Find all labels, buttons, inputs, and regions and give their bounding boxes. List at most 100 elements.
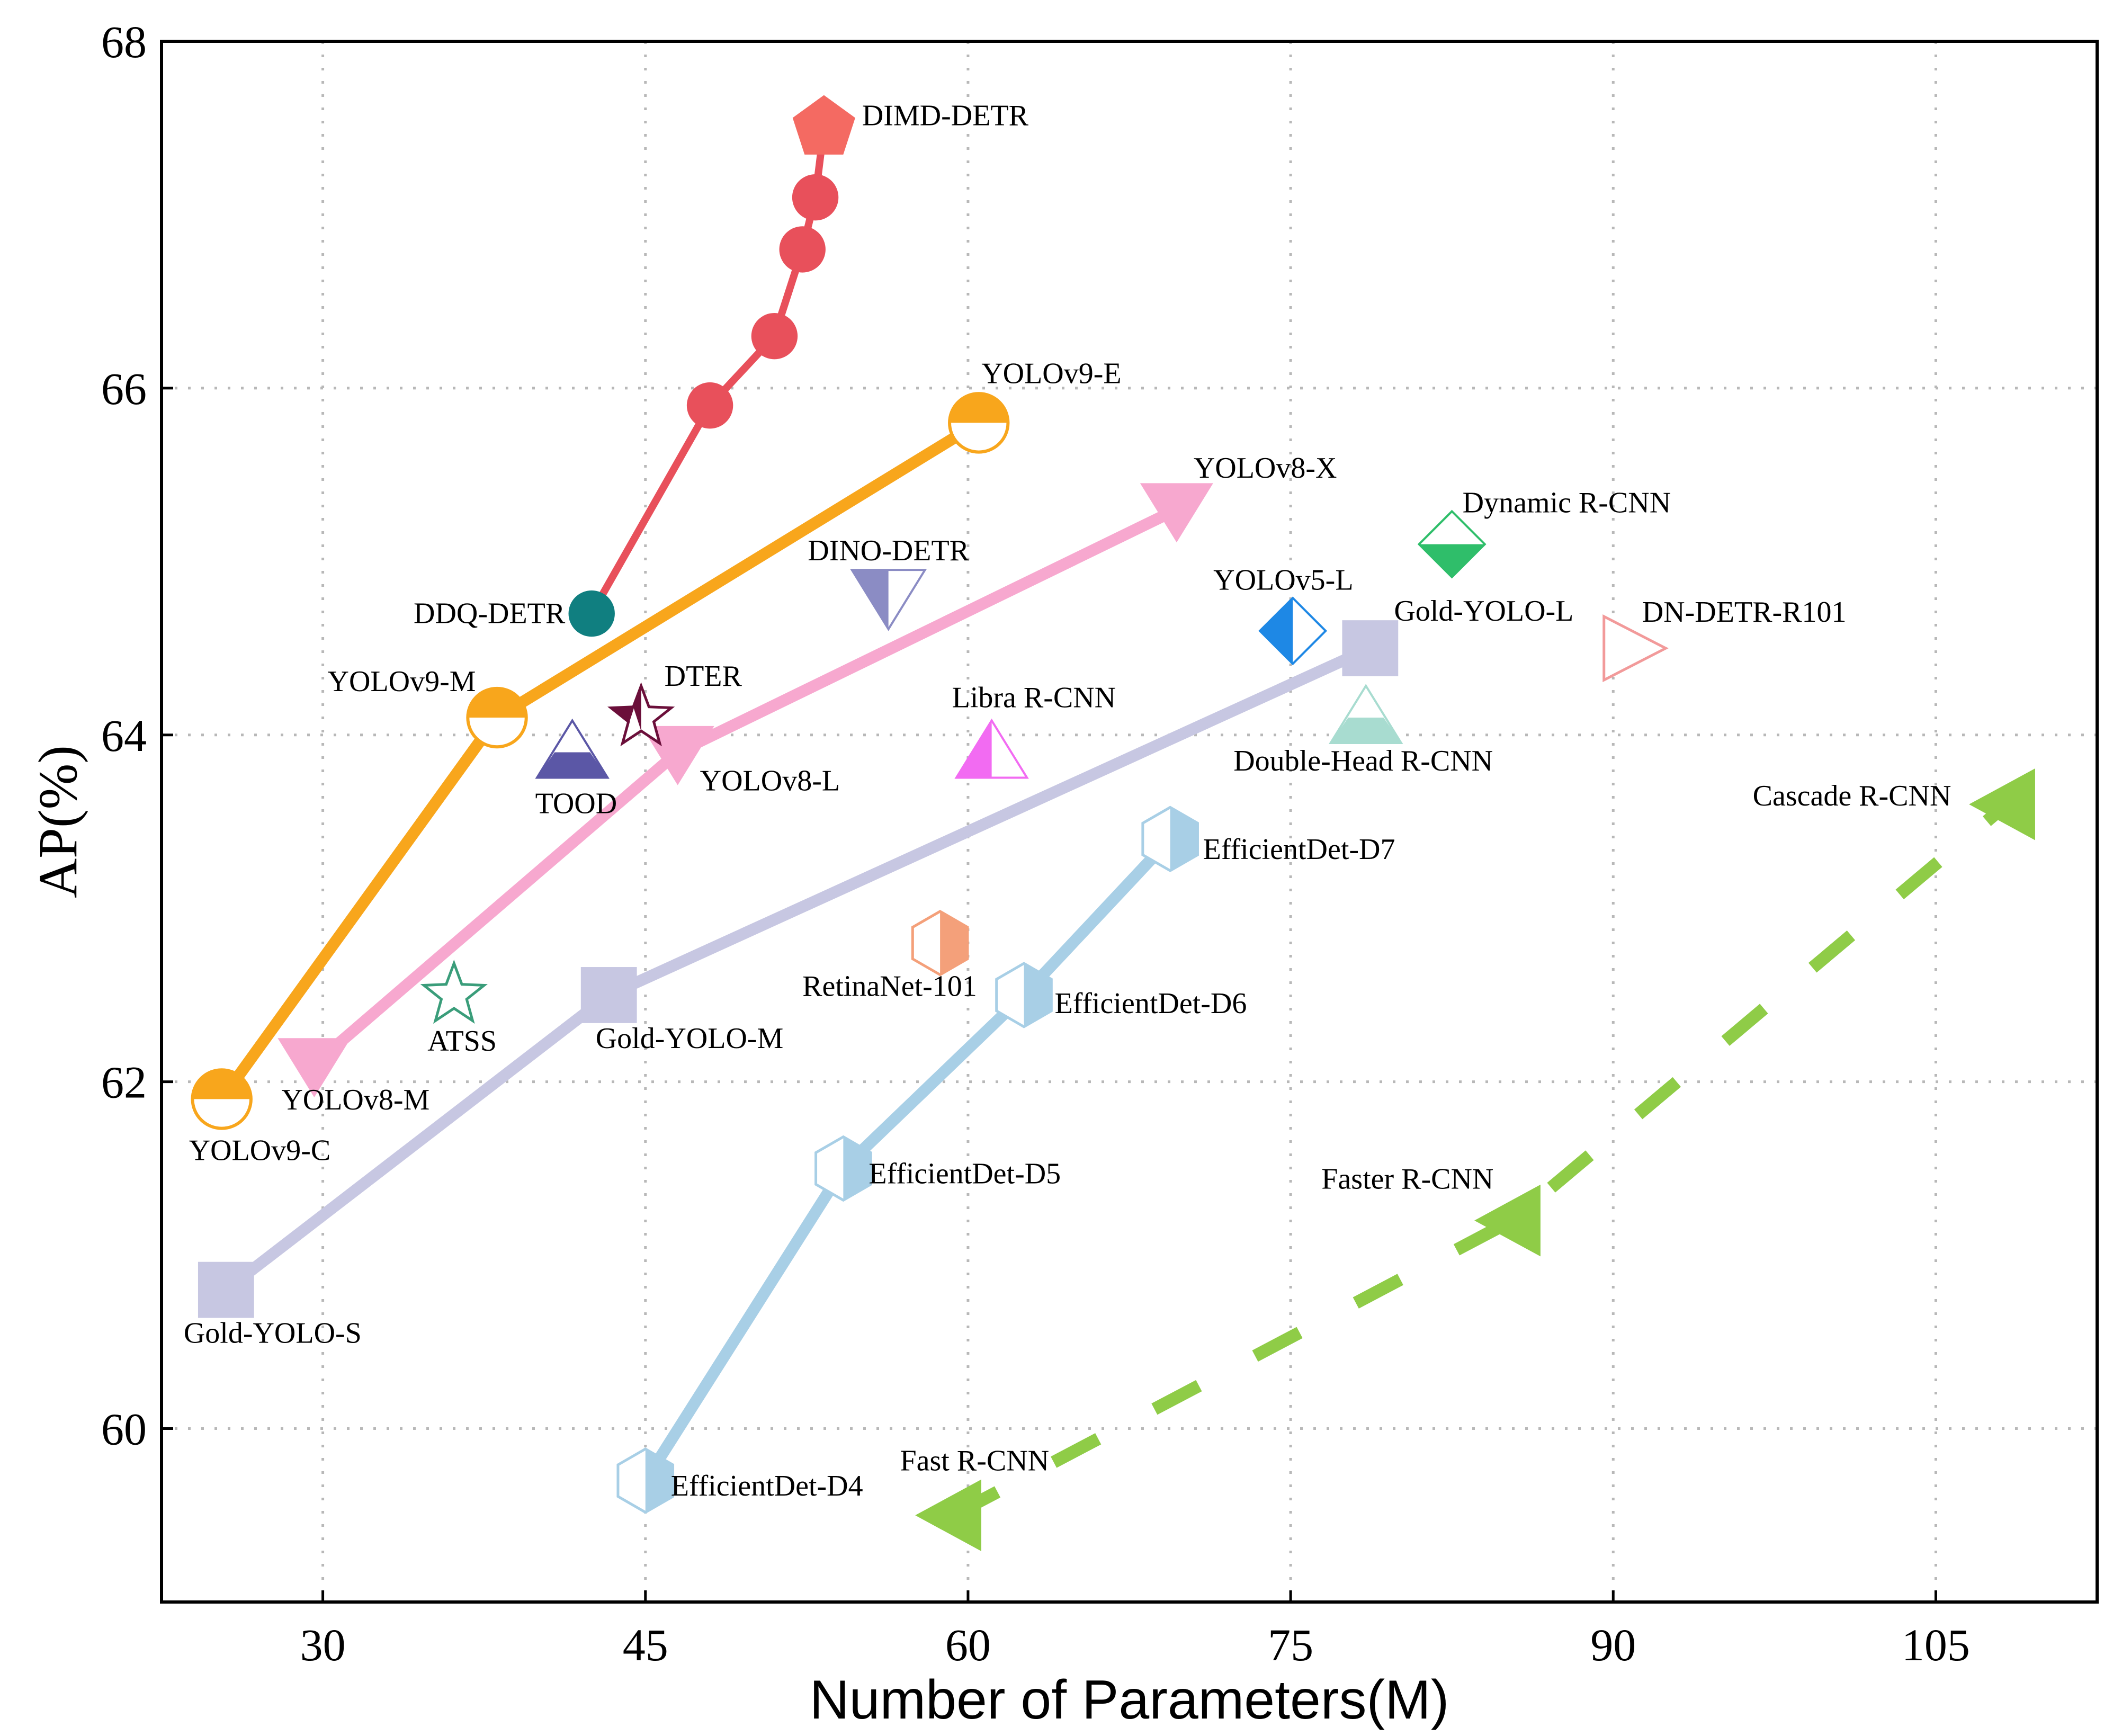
- data-point: [1258, 596, 1328, 666]
- data-point: [198, 1261, 254, 1318]
- point-label: Fast R-CNN: [900, 1444, 1049, 1477]
- marker-shape: [915, 1479, 981, 1551]
- x-axis-title: Number of Parameters(M): [810, 1669, 1449, 1731]
- marker-shape: [779, 226, 826, 273]
- series-line: [950, 799, 2011, 1521]
- point-label: ATSS: [427, 1025, 497, 1058]
- marker-shape: [1474, 1184, 1541, 1257]
- data-point: [995, 962, 1053, 1028]
- data-markers: [191, 95, 2035, 1551]
- data-point: [277, 1038, 351, 1098]
- point-label: Double-Head R-CNN: [1233, 745, 1493, 777]
- point-label: YOLOv8-M: [281, 1084, 429, 1116]
- marker-shape: [198, 1261, 254, 1318]
- y-tick-label: 68: [101, 16, 147, 67]
- data-point: [607, 682, 675, 747]
- data-point: [1328, 684, 1403, 745]
- point-label: DINO-DETR: [808, 534, 969, 567]
- data-point: [191, 1068, 253, 1130]
- marker-half: [536, 752, 608, 778]
- series-line: [220, 642, 1376, 1296]
- marker-shape: [420, 960, 488, 1024]
- point-label: DN-DETR-R101: [1642, 596, 1847, 629]
- data-point: [420, 960, 488, 1024]
- data-point: [466, 686, 528, 749]
- point-labels: DDQ-DETR DIMD-DETR YOLOv9-C YOLOv9-M YOLOv9-…: [184, 100, 1951, 1502]
- marker-half: [940, 911, 968, 975]
- point-label: YOLOv9-E: [981, 357, 1121, 390]
- data-point: [850, 569, 927, 631]
- x-tick-label: 90: [1590, 1619, 1636, 1670]
- point-label: YOLOv9-M: [328, 665, 476, 698]
- series-line: [639, 833, 1176, 1487]
- data-point: [1417, 509, 1487, 579]
- point-label: TOOD: [535, 788, 617, 820]
- point-label: YOLOv9-C: [189, 1134, 331, 1167]
- marker-half: [843, 1137, 871, 1201]
- data-point: [911, 910, 969, 977]
- data-point: [1969, 768, 2035, 840]
- data-point: [779, 226, 826, 273]
- data-point: [1141, 806, 1199, 872]
- x-tick-label: 45: [623, 1619, 668, 1670]
- data-point: [616, 1447, 675, 1514]
- data-point: [948, 392, 1010, 454]
- y-axis-title: AP(%): [28, 745, 88, 898]
- data-point: [915, 1479, 981, 1551]
- point-label: YOLOv5-L: [1213, 563, 1353, 596]
- marker-shape: [1140, 483, 1213, 543]
- marker-half: [950, 393, 1008, 423]
- x-tick-label: 60: [945, 1619, 991, 1670]
- point-label: Gold-YOLO-L: [1394, 595, 1573, 628]
- marker-half: [468, 688, 526, 718]
- data-point: [1602, 614, 1669, 683]
- y-tick-label: 64: [101, 710, 147, 761]
- y-tick-label: 60: [101, 1404, 147, 1455]
- data-point: [1342, 620, 1399, 676]
- data-point: [535, 718, 610, 779]
- point-label: YOLOv8-L: [700, 765, 840, 798]
- x-tick-label: 105: [1902, 1619, 1970, 1670]
- point-label: EfficientDet-D7: [1203, 833, 1395, 866]
- data-point: [792, 174, 839, 221]
- data-point: [568, 590, 615, 637]
- marker-shape: [751, 312, 798, 360]
- marker-half: [611, 686, 641, 744]
- point-label: Libra R-CNN: [952, 682, 1116, 714]
- marker-shape: [277, 1038, 351, 1098]
- marker-shape: [568, 590, 615, 637]
- y-tick-label: 66: [101, 363, 147, 414]
- marker-shape: [686, 382, 733, 429]
- data-point: [580, 967, 637, 1023]
- point-label: Cascade R-CNN: [1753, 780, 1951, 812]
- series-lines: [216, 124, 2011, 1521]
- data-point: [814, 1135, 872, 1202]
- marker-shape: [580, 967, 637, 1023]
- data-point: [751, 312, 798, 360]
- plot-frame: [160, 40, 2099, 1604]
- axis-ticks: 30 45 60 75 90 105 60 62 64 66 68: [101, 16, 1970, 1670]
- point-label: Faster R-CNN: [1321, 1163, 1493, 1196]
- marker-half: [1260, 598, 1293, 664]
- marker-half: [1419, 544, 1485, 577]
- marker-shape: [1602, 614, 1669, 683]
- marker-shape: [792, 174, 839, 221]
- marker-shape: [792, 95, 855, 155]
- marker-half: [1024, 963, 1052, 1027]
- point-label: DIMD-DETR: [862, 100, 1029, 132]
- data-point: [1140, 483, 1213, 543]
- point-label: RetinaNet-101: [802, 970, 977, 1003]
- point-label: YOLOv8-X: [1194, 452, 1337, 485]
- marker-half: [645, 1448, 673, 1513]
- marker-shape: [1969, 768, 2035, 840]
- y-tick-label: 62: [101, 1057, 147, 1108]
- marker-shape: [1342, 620, 1399, 676]
- marker-half: [192, 1070, 251, 1099]
- point-label: EfficientDet-D6: [1055, 987, 1247, 1020]
- point-label: EfficientDet-D5: [869, 1157, 1061, 1190]
- marker-half: [1330, 718, 1401, 744]
- x-tick-label: 75: [1268, 1619, 1313, 1670]
- marker-half: [1170, 807, 1198, 871]
- point-label: Dynamic R-CNN: [1463, 487, 1671, 520]
